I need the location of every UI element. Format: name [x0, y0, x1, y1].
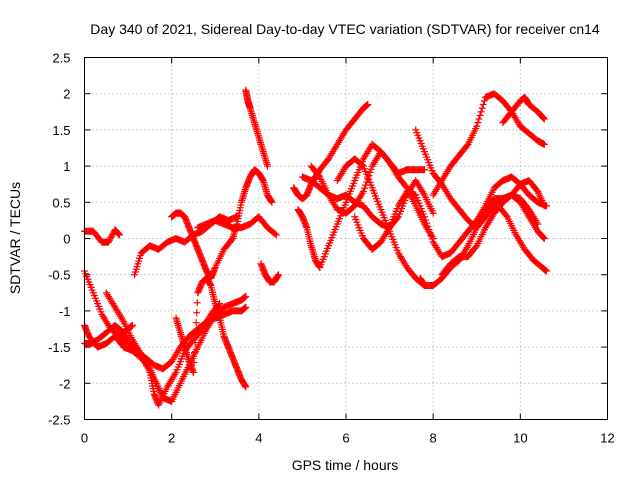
- data-point-arc-18: [423, 219, 431, 227]
- x-tick-label: 6: [342, 431, 349, 446]
- data-point-arc-6: [242, 303, 250, 311]
- data-point-arc-22: [540, 235, 548, 242]
- x-tick-label: 12: [600, 431, 614, 446]
- data-point-arc-22: [472, 243, 480, 251]
- x-tick-label: 10: [513, 431, 527, 446]
- data-point-arc-21: [540, 140, 548, 148]
- data-point-arc-1: [108, 232, 116, 240]
- data-point-arc-7: [193, 299, 201, 307]
- data-point-arc-12: [274, 271, 282, 279]
- data-point-arc-21: [480, 97, 488, 105]
- y-axis-title: SDTVAR / TECUs: [7, 182, 23, 294]
- y-tick-label: -0.5: [48, 268, 70, 283]
- y-tick-label: 1.5: [52, 123, 70, 138]
- y-tick-label: -1.5: [48, 340, 70, 355]
- data-point-arc-16: [359, 187, 367, 195]
- data-point-arc-16: [367, 165, 375, 173]
- data-point-arc-23: [540, 115, 548, 123]
- y-tick-label: 1: [63, 159, 70, 174]
- data-point-arc-21: [473, 122, 481, 130]
- data-point-arc-7: [191, 339, 199, 347]
- data-point-arc-21: [475, 115, 483, 123]
- data-point-arc-16: [315, 172, 323, 180]
- data-point-arc-1: [109, 230, 117, 238]
- data-point-arc-18: [425, 225, 433, 233]
- data-point-arc-21: [474, 119, 482, 127]
- data-point-arc-1: [106, 235, 114, 243]
- data-point-arc-10: [272, 231, 280, 239]
- data-point-arc-13: [364, 101, 372, 109]
- data-point-arc-18: [424, 222, 432, 230]
- data-point-arc-7: [190, 358, 198, 366]
- x-tick-label: 0: [81, 431, 88, 446]
- data-point-arc-4: [242, 292, 250, 300]
- data-point-arc-7: [192, 319, 200, 327]
- data-point-arc-22: [539, 234, 547, 242]
- data-points: [81, 86, 550, 409]
- data-point-arc-7: [193, 309, 201, 317]
- data-point-arc-21: [478, 104, 486, 112]
- data-point-arc-18: [427, 232, 435, 240]
- data-point-arc-21: [476, 111, 484, 119]
- data-point-arc-24: [502, 211, 510, 219]
- y-tick-label: -1: [59, 304, 71, 319]
- data-point-arc-11: [264, 162, 272, 170]
- data-point-arc-18: [428, 235, 436, 243]
- data-point-arc-16: [402, 182, 410, 190]
- grid-lines: [84, 57, 608, 420]
- data-point-arc-16: [361, 184, 369, 192]
- x-tick-labels: 0 2 4 6 8 10 12: [81, 431, 615, 446]
- x-tick-label: 2: [168, 431, 175, 446]
- data-point-arc-7: [242, 383, 250, 391]
- data-point-arc-7: [191, 349, 199, 357]
- x-tick-label: 4: [255, 431, 262, 446]
- data-point-arc-18: [426, 229, 434, 237]
- data-point-arc-18: [420, 213, 428, 221]
- data-point-arc-7: [192, 329, 200, 337]
- data-point-arc-24: [542, 267, 550, 275]
- data-point-arc-15: [393, 214, 401, 222]
- data-point-arc-17: [358, 161, 366, 169]
- data-point-arc-7: [189, 368, 197, 376]
- data-point-arc-23: [539, 114, 547, 122]
- chart-title: Day 340 of 2021, Sidereal Day-to-day VTE…: [90, 21, 600, 37]
- y-tick-label: 0.5: [52, 195, 70, 210]
- data-point-arc-1: [115, 231, 123, 239]
- data-point-arc-9: [268, 198, 276, 206]
- x-tick-label: 8: [430, 431, 437, 446]
- plot-frame: [84, 57, 608, 420]
- y-tick-label: -2: [59, 376, 71, 391]
- data-point-arc-18: [422, 216, 430, 224]
- y-tick-label: 2.5: [52, 51, 70, 66]
- x-axis-title: GPS time / hours: [292, 457, 399, 473]
- y-tick-labels: -2.5 -2 -1.5 -1 -0.5 0 0.5 1 1.5 2 2.5: [48, 51, 70, 428]
- data-point-arc-1: [104, 238, 112, 246]
- data-point-arc-14: [420, 166, 428, 174]
- data-point-arc-3: [128, 321, 136, 329]
- data-point-arc-10: [271, 230, 279, 238]
- y-tick-label: 0: [63, 232, 70, 247]
- data-point-arc-21: [463, 142, 471, 150]
- data-point-arc-9: [228, 236, 236, 244]
- data-point-arc-15: [429, 209, 437, 217]
- y-tick-label: -2.5: [48, 413, 70, 428]
- data-point-arc-1: [107, 234, 115, 242]
- data-point-arc-21: [477, 108, 485, 116]
- data-point-arc-21: [479, 101, 487, 109]
- data-point-arc-20: [540, 202, 548, 210]
- data-point-arc-1: [105, 237, 113, 245]
- y-tick-label: 2: [63, 87, 70, 102]
